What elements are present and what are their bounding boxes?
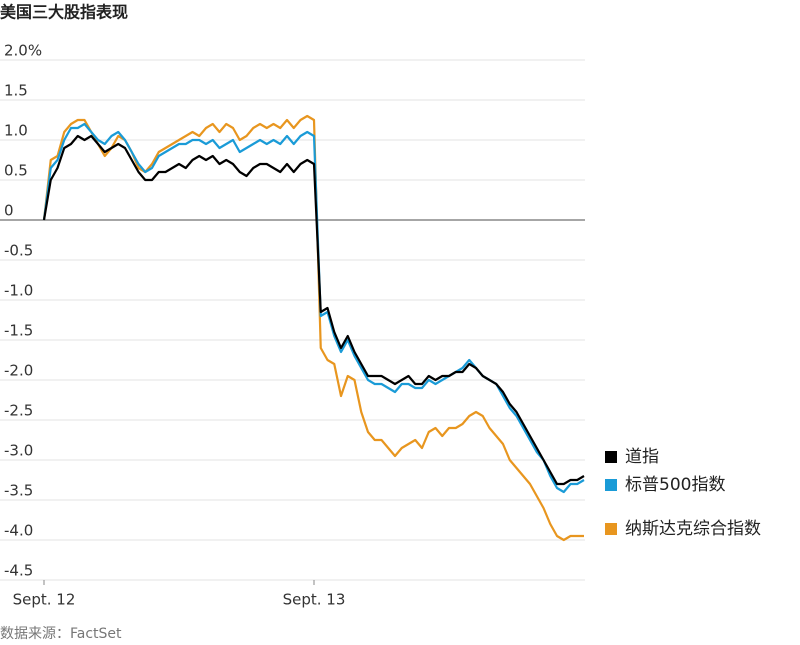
legend-label: 标普500指数 <box>625 475 725 495</box>
y-tick-label: 0.5 <box>4 162 28 180</box>
x-tick-label: Sept. 13 <box>283 591 346 609</box>
y-tick-label: -3.5 <box>4 482 33 500</box>
x-tick-label: Sept. 12 <box>13 591 76 609</box>
legend-label: 纳斯达克综合指数 <box>625 519 761 539</box>
y-tick-label: 1.0 <box>4 122 28 140</box>
series-line <box>42 134 585 486</box>
source-note: 数据来源：FactSet <box>0 626 122 642</box>
y-tick-label: -2.5 <box>4 402 33 420</box>
chart-title: 美国三大股指表现 <box>0 3 128 22</box>
y-tick-label: -3.0 <box>4 442 33 460</box>
y-tick-label: -2.0 <box>4 362 33 380</box>
y-tick-label: 1.5 <box>4 82 28 100</box>
y-tick-label: -0.5 <box>4 242 33 260</box>
y-tick-label: -1.5 <box>4 322 33 340</box>
legend-swatch <box>605 523 617 535</box>
legend-swatch <box>605 479 617 491</box>
y-tick-label: -1.0 <box>4 282 33 300</box>
legend-label: 道指 <box>625 447 659 467</box>
y-tick-label: -4.5 <box>4 562 33 580</box>
y-tick-label: 0 <box>4 202 14 220</box>
y-tick-label: -4.0 <box>4 522 33 540</box>
legend-swatch <box>605 451 617 463</box>
y-tick-label: 2.0% <box>4 42 42 60</box>
